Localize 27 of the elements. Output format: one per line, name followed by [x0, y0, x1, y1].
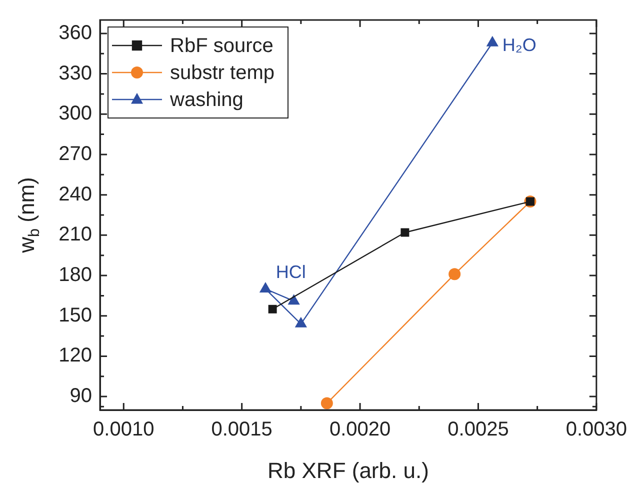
point	[288, 294, 300, 305]
y-tick-label: 300	[58, 102, 92, 125]
y-tick-label: 240	[58, 183, 92, 206]
x-tick-label: 0.0015	[211, 418, 272, 441]
x-tick-label: 0.0020	[329, 418, 391, 441]
y-tick-label: 270	[58, 143, 92, 165]
legend-label: washing	[169, 89, 244, 112]
point	[400, 228, 410, 237]
x-tick-label: 0.0025	[448, 418, 509, 441]
legend-label: substr temp	[170, 62, 274, 84]
annotation: HCl	[276, 262, 306, 282]
y-tick-label: 210	[58, 224, 92, 246]
y-tick-label: 90	[70, 385, 92, 408]
x-tick-label: 0.0030	[566, 418, 627, 441]
y-tick-label: 330	[58, 62, 92, 84]
legend-label: RbF source	[170, 35, 274, 58]
x-tick-label: 0.0010	[93, 418, 154, 441]
y-tick-label: 360	[58, 22, 92, 44]
x-axis-title: Rb XRF (arb. u.)	[268, 458, 429, 484]
y-axis-title: wb (nm)	[14, 177, 43, 254]
point	[320, 397, 333, 410]
point	[268, 304, 277, 314]
annotation: H₂O	[502, 34, 536, 55]
y-tick-label: 120	[58, 344, 92, 367]
y-tick-label: 150	[58, 304, 92, 326]
y-tick-label: 180	[58, 264, 92, 286]
point	[448, 268, 461, 280]
